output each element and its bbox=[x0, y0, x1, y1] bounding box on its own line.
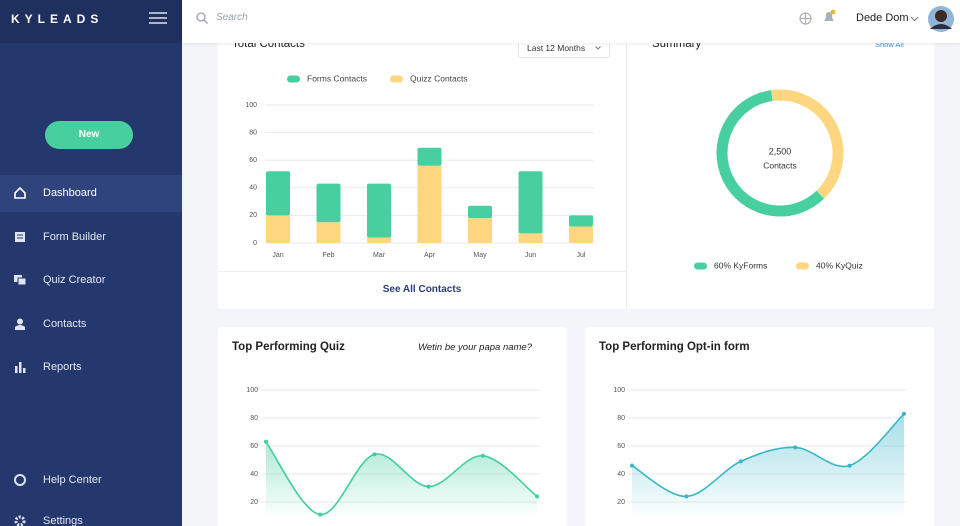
bell-icon[interactable] bbox=[822, 9, 836, 24]
chevron bbox=[595, 46, 601, 50]
search-icon bbox=[196, 12, 208, 24]
avatar[interactable] bbox=[928, 5, 954, 33]
icon bbox=[14, 474, 26, 486]
sidebar bbox=[0, 0, 182, 526]
icon bbox=[14, 187, 26, 199]
nav-label: Help Center bbox=[43, 474, 102, 486]
globe-icon[interactable] bbox=[799, 12, 812, 25]
see-all-link[interactable]: See All Contacts bbox=[382, 284, 462, 295]
topbar: Search Dede Dom bbox=[182, 0, 960, 43]
brand: KYLEADS bbox=[11, 12, 104, 26]
nav-item[interactable]: Settings bbox=[0, 503, 182, 526]
optin-card: Top Performing Opt-in form bbox=[585, 327, 934, 526]
icon bbox=[15, 362, 26, 373]
icon bbox=[15, 318, 25, 330]
nav-label: Form Builder bbox=[43, 231, 106, 243]
show-all-link[interactable]: Show All bbox=[875, 40, 904, 49]
new-button[interactable]: New bbox=[45, 121, 133, 149]
dropdown-label: Last 12 Months bbox=[527, 43, 586, 53]
nav-label: Dashboard bbox=[43, 187, 97, 199]
search-input[interactable]: Search bbox=[216, 12, 248, 23]
nav-item[interactable]: Help Center bbox=[0, 462, 182, 499]
nav-item[interactable]: Dashboard bbox=[0, 175, 182, 212]
card-title: Top Performing Quiz bbox=[232, 341, 345, 353]
menu-icon[interactable] bbox=[149, 12, 167, 24]
nav-label: Quiz Creator bbox=[43, 274, 106, 286]
card-title: Top Performing Opt-in form bbox=[599, 341, 750, 353]
nav-label: Settings bbox=[43, 515, 83, 526]
nav-label: Contacts bbox=[43, 318, 87, 330]
divider bbox=[626, 10, 627, 309]
contacts-summary-card: Total Contacts Last 12 Months See All Co… bbox=[218, 10, 934, 309]
user-name[interactable]: Dede Dom bbox=[856, 12, 909, 24]
nav-item[interactable]: Reports bbox=[0, 349, 182, 386]
quiz-card: Top Performing Quiz Wetin be your papa n… bbox=[218, 327, 567, 526]
card-subtitle: Wetin be your papa name? bbox=[418, 342, 532, 353]
nav-item[interactable]: Quiz Creator bbox=[0, 262, 182, 299]
icon bbox=[15, 232, 25, 242]
chevron bbox=[910, 16, 919, 22]
nav-label: Reports bbox=[43, 361, 82, 373]
divider bbox=[218, 271, 626, 272]
icon bbox=[14, 515, 26, 526]
icon bbox=[14, 275, 26, 286]
brand-bar: KYLEADS bbox=[0, 0, 182, 43]
nav-item[interactable]: Form Builder bbox=[0, 219, 182, 256]
nav-item[interactable]: Contacts bbox=[0, 306, 182, 343]
